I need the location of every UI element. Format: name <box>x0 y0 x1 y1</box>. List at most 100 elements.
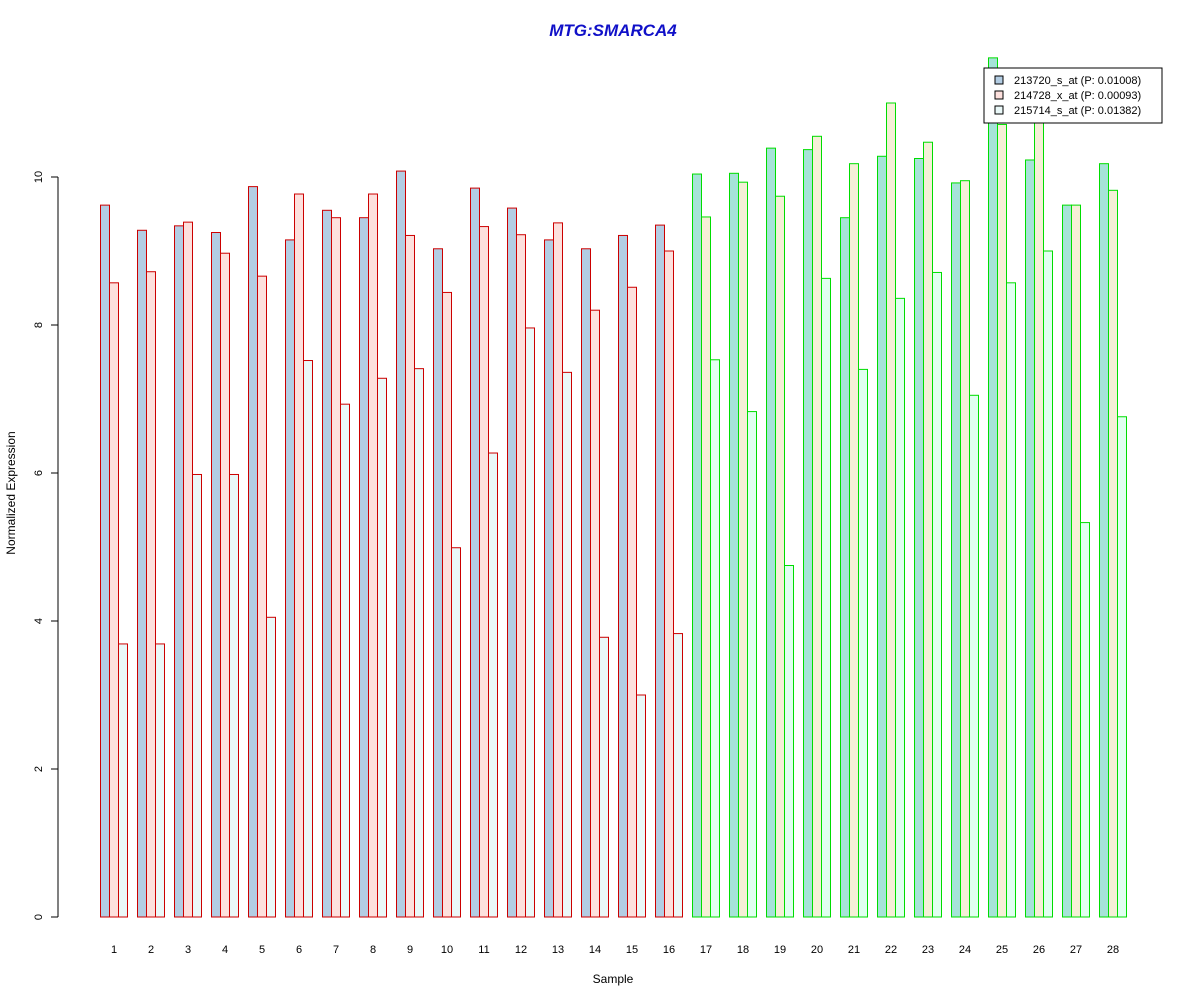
x-tick-labels: 1 2 3 4 5 6 7 8 9 10 11 12 13 14 15 16 17 18 19 20 21 22 23 24 2… <box>111 944 1119 956</box>
x-tick-label: 28 <box>1107 944 1119 956</box>
bar-sample-19-series-3 <box>784 565 794 918</box>
bar-sample-5-series-3 <box>266 616 276 918</box>
y-tick-label: 4 <box>33 618 45 624</box>
bar-sample-19-series-2 <box>775 195 785 918</box>
bar-sample-26-series-3 <box>1043 250 1053 918</box>
bar-sample-23-series-1 <box>914 158 924 918</box>
bar-sample-16-series-3 <box>673 633 683 918</box>
x-tick-label: 24 <box>959 944 971 956</box>
bar-sample-10-series-3 <box>451 547 461 918</box>
bar-sample-7-series-1 <box>322 209 332 918</box>
bar-sample-27-series-3 <box>1080 522 1090 918</box>
bar-sample-17-series-2 <box>701 216 711 918</box>
bar-sample-28-series-2 <box>1108 189 1118 918</box>
bar-sample-27-series-2 <box>1071 204 1081 918</box>
bar-sample-16-series-2 <box>664 250 674 918</box>
bar-sample-24-series-3 <box>969 394 979 918</box>
legend-swatch <box>994 75 1004 85</box>
bar-sample-17-series-1 <box>692 173 702 918</box>
x-tick-label: 8 <box>370 944 376 956</box>
bar-sample-21-series-2 <box>849 163 859 918</box>
bar-sample-23-series-2 <box>923 141 933 918</box>
legend-entry-label: 214728_x_at (P: 0.00093) <box>1014 90 1141 102</box>
bar-sample-25-series-2 <box>997 123 1007 918</box>
legend-box <box>983 67 1163 124</box>
x-tick-label: 27 <box>1070 944 1082 956</box>
legend-entry-label: 215714_s_at (P: 0.01382) <box>1014 105 1141 117</box>
x-tick-label: 4 <box>222 944 228 956</box>
y-tick-label: 0 <box>33 914 45 920</box>
bar-sample-12-series-2 <box>516 234 526 918</box>
legend-swatch <box>994 90 1004 100</box>
bar-sample-28-series-1 <box>1099 163 1109 918</box>
y-tick-label: 8 <box>33 322 45 328</box>
bar-sample-1-series-1 <box>100 204 110 918</box>
y-tick-label: 10 <box>33 171 45 183</box>
bar-sample-11-series-2 <box>479 226 489 918</box>
bar-sample-14-series-3 <box>599 636 609 918</box>
bar-sample-15-series-1 <box>618 234 628 918</box>
bar-sample-10-series-1 <box>433 248 443 918</box>
x-tick-label: 14 <box>589 944 601 956</box>
x-tick-label: 12 <box>515 944 527 956</box>
bar-sample-21-series-3 <box>858 368 868 918</box>
bar-sample-7-series-3 <box>340 403 350 918</box>
bar-sample-2-series-1 <box>137 229 147 918</box>
chart-title: MTG:SMARCA4 <box>549 21 677 40</box>
y-tick-label: 6 <box>33 470 45 476</box>
x-tick-label: 5 <box>259 944 265 956</box>
bar-sample-8-series-3 <box>377 377 387 918</box>
bar-sample-4-series-3 <box>229 473 239 918</box>
legend-swatch <box>994 105 1004 115</box>
bar-sample-17-series-3 <box>710 359 720 918</box>
x-tick-label: 10 <box>441 944 453 956</box>
bar-sample-8-series-1 <box>359 217 369 918</box>
bar-sample-9-series-2 <box>405 234 415 918</box>
bar-sample-14-series-1 <box>581 248 591 918</box>
x-tick-label: 9 <box>407 944 413 956</box>
bar-sample-1-series-2 <box>109 282 119 918</box>
bar-sample-6-series-2 <box>294 193 304 918</box>
bar-sample-9-series-1 <box>396 170 406 918</box>
bar-sample-20-series-1 <box>803 149 813 918</box>
bar-sample-20-series-3 <box>821 277 831 918</box>
bar-sample-16-series-1 <box>655 224 665 918</box>
bar-sample-24-series-1 <box>951 182 961 918</box>
x-tick-label: 26 <box>1033 944 1045 956</box>
y-tick-label: 2 <box>33 766 45 772</box>
bar-sample-22-series-2 <box>886 102 896 918</box>
bar-sample-5-series-1 <box>248 186 258 918</box>
y-axis-label: Normalized Expression <box>4 431 18 554</box>
x-tick-label: 1 <box>111 944 117 956</box>
bar-sample-6-series-3 <box>303 360 313 918</box>
bar-sample-22-series-3 <box>895 297 905 918</box>
bar-sample-25-series-1 <box>988 57 998 918</box>
x-tick-label: 18 <box>737 944 749 956</box>
bar-sample-8-series-2 <box>368 193 378 918</box>
x-axis-label: Sample <box>593 972 634 986</box>
bar-sample-20-series-2 <box>812 135 822 918</box>
bar-sample-10-series-2 <box>442 291 452 918</box>
bar-sample-25-series-3 <box>1006 282 1016 918</box>
bar-sample-22-series-1 <box>877 155 887 918</box>
bar-sample-24-series-2 <box>960 180 970 918</box>
x-tick-label: 11 <box>478 944 489 956</box>
bar-sample-13-series-2 <box>553 222 563 918</box>
bar-sample-7-series-2 <box>331 217 341 918</box>
bar-sample-15-series-2 <box>627 286 637 918</box>
y-axis: 0 2 4 6 8 10 <box>33 171 59 920</box>
bar-sample-13-series-1 <box>544 239 554 918</box>
bar-sample-12-series-3 <box>525 327 535 918</box>
x-tick-label: 7 <box>333 944 339 956</box>
bar-sample-23-series-3 <box>932 271 942 918</box>
bar-sample-27-series-1 <box>1062 204 1072 918</box>
bar-sample-3-series-3 <box>192 473 202 918</box>
bar-sample-2-series-2 <box>146 271 156 918</box>
bar-sample-1-series-3 <box>118 643 128 918</box>
bars <box>100 57 1127 918</box>
bar-sample-4-series-1 <box>211 232 221 918</box>
bar-sample-28-series-3 <box>1117 416 1127 918</box>
bar-sample-2-series-3 <box>155 643 165 918</box>
x-tick-label: 6 <box>296 944 302 956</box>
